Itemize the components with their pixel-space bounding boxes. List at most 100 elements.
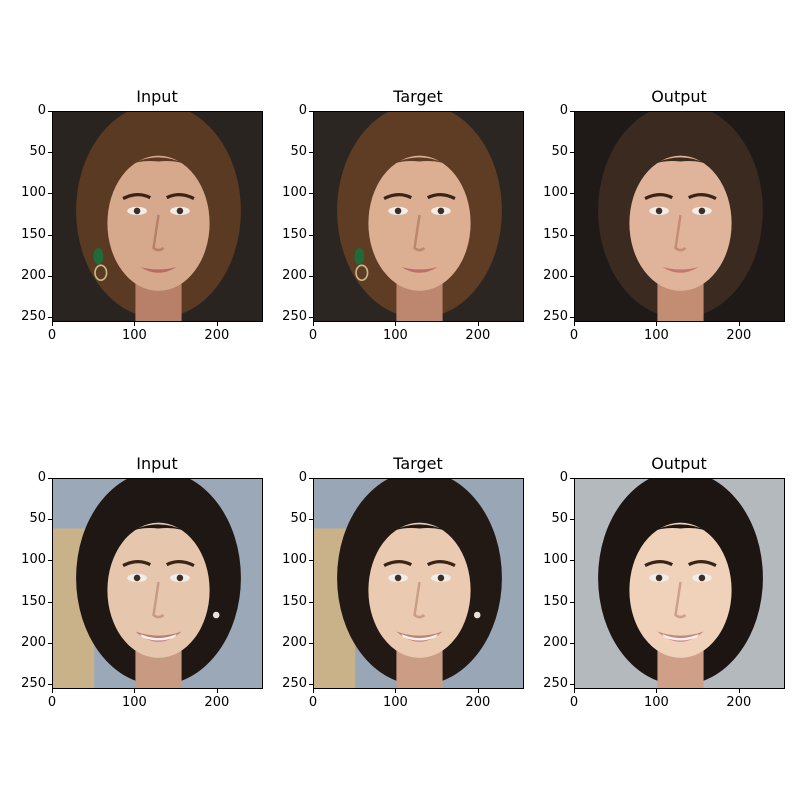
left-iris bbox=[655, 207, 663, 215]
y-tick-label: 50 bbox=[29, 511, 46, 527]
y-tick-mark bbox=[309, 684, 313, 686]
earring bbox=[93, 247, 104, 265]
right-eyebrow bbox=[426, 559, 456, 568]
x-tick-mark bbox=[738, 689, 740, 693]
y-tick-mark bbox=[309, 111, 313, 112]
x-tick-label: 0 bbox=[47, 328, 57, 343]
face-image bbox=[53, 479, 262, 688]
hair-fringe bbox=[102, 524, 215, 554]
right-iris bbox=[176, 574, 184, 582]
right-iris bbox=[176, 207, 184, 215]
y-tick-label: 100 bbox=[543, 552, 568, 568]
x-tick-mark bbox=[477, 689, 479, 693]
y-tick-label: 100 bbox=[543, 185, 568, 201]
panel-title: Input bbox=[136, 454, 178, 473]
x-tick-label: 200 bbox=[726, 695, 752, 710]
y-tick-label: 200 bbox=[21, 634, 46, 650]
y-tick-mark bbox=[309, 478, 313, 479]
left-eyebrow bbox=[383, 192, 413, 201]
x-tick-mark bbox=[738, 322, 740, 326]
right-eyebrow bbox=[426, 192, 456, 201]
right-eyebrow bbox=[165, 192, 195, 201]
y-tick-mark bbox=[570, 560, 574, 562]
y-tick-label: 250 bbox=[282, 676, 307, 692]
y-tick-label: 100 bbox=[21, 185, 46, 201]
y-tick-mark bbox=[48, 317, 52, 319]
mouth bbox=[662, 266, 699, 273]
image-axes bbox=[313, 111, 524, 322]
x-tick-label: 0 bbox=[569, 328, 579, 343]
x-tick-label: 200 bbox=[204, 328, 230, 343]
right-eyebrow bbox=[687, 559, 717, 568]
x-tick-mark bbox=[574, 322, 575, 326]
hair-fringe bbox=[363, 524, 476, 554]
y-tick-label: 200 bbox=[282, 634, 307, 650]
y-tick-mark bbox=[48, 234, 52, 236]
x-tick-mark bbox=[52, 689, 53, 693]
hair-fringe bbox=[624, 524, 737, 554]
y-tick-label: 0 bbox=[37, 470, 46, 485]
earring-hoop bbox=[94, 264, 108, 281]
y-tick-mark bbox=[48, 478, 52, 479]
nose bbox=[674, 214, 687, 252]
y-tick-mark bbox=[309, 601, 313, 603]
panel-title: Output bbox=[651, 454, 707, 473]
nose bbox=[674, 581, 687, 619]
y-tick-mark bbox=[570, 478, 574, 479]
y-tick-label: 150 bbox=[282, 226, 307, 242]
y-tick-mark bbox=[309, 519, 313, 521]
x-tick-mark bbox=[656, 689, 658, 693]
y-tick-mark bbox=[570, 193, 574, 195]
face-image bbox=[314, 479, 523, 688]
x-tick-mark bbox=[52, 322, 53, 326]
face-image bbox=[53, 112, 262, 321]
right-iris bbox=[437, 574, 445, 582]
image-axes bbox=[574, 478, 785, 689]
y-tick-mark bbox=[48, 111, 52, 112]
x-tick-mark bbox=[574, 689, 575, 693]
earring bbox=[212, 611, 220, 619]
y-tick-mark bbox=[570, 111, 574, 112]
x-tick-label: 100 bbox=[122, 328, 147, 343]
left-eyebrow bbox=[383, 559, 413, 568]
x-tick-label: 0 bbox=[47, 695, 57, 710]
x-tick-mark bbox=[216, 689, 218, 693]
x-tick-mark bbox=[313, 322, 314, 326]
earring-hoop bbox=[355, 264, 369, 281]
y-tick-label: 250 bbox=[21, 309, 46, 325]
y-tick-mark bbox=[309, 560, 313, 562]
earring bbox=[473, 611, 481, 619]
x-tick-label: 200 bbox=[465, 695, 491, 710]
y-tick-label: 100 bbox=[21, 552, 46, 568]
mouth bbox=[135, 631, 182, 642]
y-tick-label: 150 bbox=[543, 593, 568, 609]
y-tick-label: 50 bbox=[290, 144, 307, 160]
hair-fringe bbox=[624, 157, 737, 187]
left-iris bbox=[394, 574, 402, 582]
teeth bbox=[662, 633, 699, 641]
y-tick-label: 250 bbox=[282, 309, 307, 325]
right-iris bbox=[437, 207, 445, 215]
mouth bbox=[396, 631, 443, 642]
right-iris bbox=[698, 207, 706, 215]
y-tick-label: 200 bbox=[543, 267, 568, 283]
y-tick-label: 250 bbox=[543, 676, 568, 692]
y-tick-label: 200 bbox=[21, 267, 46, 283]
nose bbox=[413, 581, 426, 619]
right-eyebrow bbox=[687, 192, 717, 201]
y-tick-mark bbox=[570, 519, 574, 521]
image-axes bbox=[52, 111, 263, 322]
y-tick-mark bbox=[48, 684, 52, 686]
y-tick-mark bbox=[48, 275, 52, 277]
panel-title: Target bbox=[393, 87, 443, 106]
y-tick-label: 200 bbox=[282, 267, 307, 283]
y-tick-mark bbox=[309, 234, 313, 236]
y-tick-label: 150 bbox=[282, 593, 307, 609]
y-tick-mark bbox=[48, 519, 52, 521]
nose bbox=[413, 214, 426, 252]
y-tick-mark bbox=[48, 152, 52, 154]
face-image bbox=[575, 112, 784, 321]
nose bbox=[152, 581, 165, 619]
panel-title: Target bbox=[393, 454, 443, 473]
y-tick-label: 0 bbox=[298, 103, 307, 118]
